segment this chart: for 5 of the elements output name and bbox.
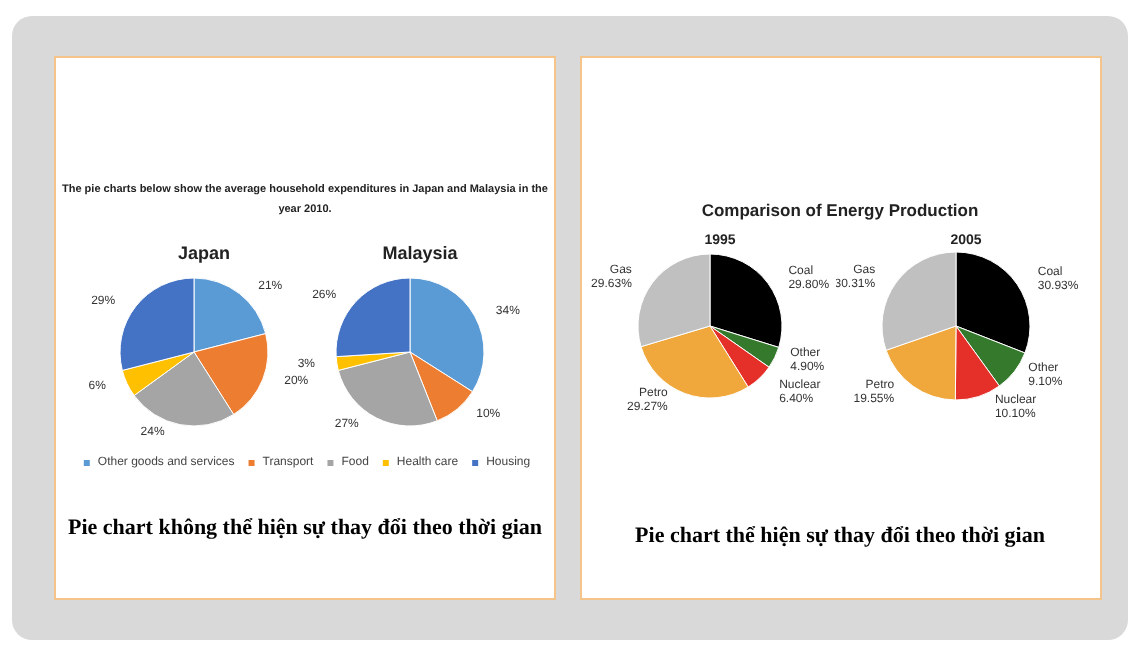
text: Pie chart thể hiện sự thay đổi theo thời gian xyxy=(633,524,1047,548)
slice-label: Malaysia xyxy=(382,243,460,263)
slice-label: Japan xyxy=(177,243,231,263)
text: Comparison of Energy Production xyxy=(699,198,981,224)
text: Pie chart không thể hiện sự thay đổi theo thời gian xyxy=(66,516,544,540)
